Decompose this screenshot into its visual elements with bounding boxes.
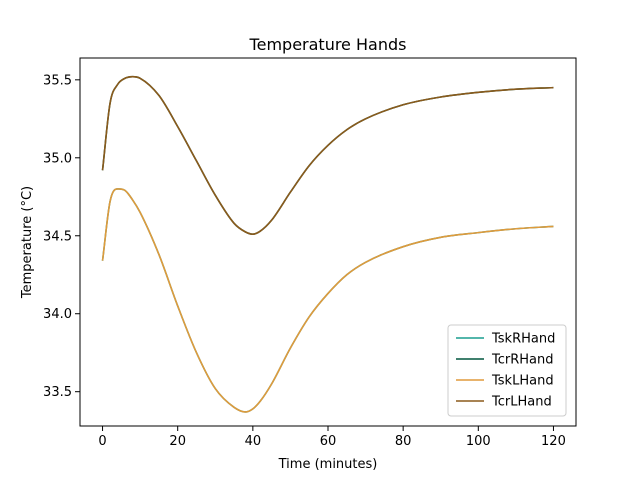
- legend-label-tskrhand: TskRHand: [491, 332, 555, 347]
- x-axis: 0 20 40 60 80 100 120: [98, 426, 566, 449]
- y-axis-label: Temperature (°C): [20, 186, 35, 299]
- x-axis-label: Time (minutes): [278, 457, 378, 472]
- y-axis: 33.5 34.0 34.5 35.0 35.5: [43, 73, 80, 400]
- x-tick-label: 60: [320, 434, 337, 449]
- x-tick-label: 120: [541, 434, 566, 449]
- legend-box: [447, 324, 567, 417]
- plot-lines: [101, 75, 554, 413]
- chart-title: Temperature Hands: [249, 35, 407, 54]
- x-tick-label: 20: [169, 434, 186, 449]
- series-line-tsklhand: [101, 188, 554, 413]
- y-tick-label: 33.5: [43, 385, 72, 400]
- legend-label-tcrlhand: TcrLHand: [491, 395, 552, 410]
- y-tick-label: 34.0: [43, 307, 72, 322]
- x-tick-label: 0: [98, 434, 106, 449]
- legend: TskRHand TcrRHand TskLHand TcrLHand: [447, 324, 567, 417]
- x-tick-label: 40: [245, 434, 262, 449]
- series-line-tcrlhand: [101, 75, 554, 236]
- series-line-tcrrhand: [101, 75, 554, 236]
- x-tick-label: 100: [466, 434, 491, 449]
- y-tick-label: 35.5: [43, 73, 72, 88]
- y-tick-label: 35.0: [43, 151, 72, 166]
- y-tick-label: 34.5: [43, 229, 72, 244]
- x-tick-label: 80: [395, 434, 412, 449]
- legend-label-tcrrhand: TcrRHand: [491, 353, 554, 368]
- legend-label-tsklhand: TskLHand: [491, 374, 554, 389]
